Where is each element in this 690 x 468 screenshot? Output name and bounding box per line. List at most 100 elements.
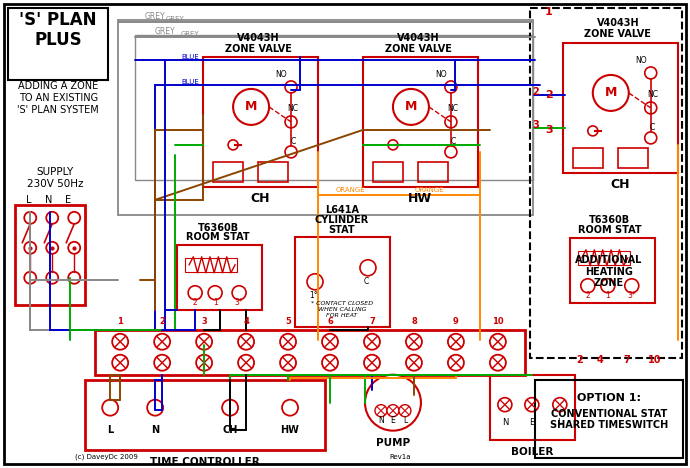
Text: HW: HW (408, 192, 432, 205)
Text: NO: NO (275, 71, 287, 80)
Text: E: E (65, 195, 71, 205)
Text: 'S' PLAN
PLUS: 'S' PLAN PLUS (19, 11, 97, 50)
Circle shape (147, 400, 163, 416)
Circle shape (46, 212, 58, 224)
Circle shape (375, 405, 387, 417)
Text: * CONTACT CLOSED
WHEN CALLING
FOR HEAT: * CONTACT CLOSED WHEN CALLING FOR HEAT (311, 301, 373, 318)
Text: C: C (290, 138, 296, 146)
Circle shape (154, 334, 170, 350)
Text: T6360B: T6360B (589, 215, 631, 225)
Bar (618, 148, 648, 168)
Circle shape (644, 132, 657, 144)
Bar (95, 330, 525, 375)
Text: (c) DaveyDc 2009: (c) DaveyDc 2009 (75, 453, 138, 460)
Text: T6360B: T6360B (197, 223, 239, 233)
Circle shape (365, 375, 421, 431)
Text: M: M (405, 101, 417, 113)
Circle shape (285, 146, 297, 158)
Circle shape (448, 334, 464, 350)
Bar (535, 380, 682, 458)
Circle shape (490, 355, 506, 371)
Circle shape (238, 334, 254, 350)
Circle shape (644, 67, 657, 79)
Text: TIME CONTROLLER: TIME CONTROLLER (150, 457, 260, 467)
Text: N: N (378, 416, 384, 425)
Bar (363, 57, 478, 187)
Circle shape (322, 334, 338, 350)
Circle shape (68, 212, 80, 224)
Circle shape (490, 334, 506, 350)
Text: L: L (107, 424, 113, 435)
Text: L641A: L641A (325, 205, 359, 215)
Text: ZONE VALVE: ZONE VALVE (225, 44, 291, 54)
Text: GREY: GREY (155, 28, 175, 37)
Text: ADDING A ZONE
TO AN EXISTING
'S' PLAN SYSTEM: ADDING A ZONE TO AN EXISTING 'S' PLAN SY… (17, 81, 99, 115)
Circle shape (188, 286, 202, 300)
Text: ROOM STAT: ROOM STAT (578, 225, 642, 235)
Circle shape (644, 102, 657, 114)
Text: 3: 3 (533, 120, 539, 130)
Text: ZONE VALVE: ZONE VALVE (584, 29, 651, 39)
Bar (185, 258, 237, 272)
Text: STAT: STAT (328, 225, 355, 235)
Bar (295, 237, 390, 327)
Text: L: L (26, 195, 31, 205)
Circle shape (68, 242, 80, 254)
Circle shape (445, 81, 457, 93)
Circle shape (399, 405, 411, 417)
Text: CYLINDER: CYLINDER (315, 215, 369, 225)
Text: NO: NO (635, 57, 647, 66)
Text: ADDITIONAL
HEATING
ZONE: ADDITIONAL HEATING ZONE (575, 255, 642, 288)
Text: CH: CH (250, 192, 270, 205)
Text: 1: 1 (213, 298, 217, 307)
Bar (373, 162, 403, 182)
Text: C: C (451, 138, 455, 146)
Bar (85, 380, 325, 450)
Bar (418, 162, 448, 182)
Text: 7: 7 (623, 355, 630, 365)
Bar (258, 162, 288, 182)
Text: ORANGE: ORANGE (415, 187, 445, 193)
Text: 3*: 3* (627, 291, 636, 300)
Text: N: N (151, 424, 159, 435)
Circle shape (24, 242, 37, 254)
Bar (563, 43, 678, 173)
Text: NC: NC (647, 90, 658, 99)
Circle shape (445, 146, 457, 158)
Circle shape (102, 400, 118, 416)
Circle shape (208, 286, 222, 300)
Circle shape (24, 212, 37, 224)
Text: GREY: GREY (166, 16, 184, 22)
Circle shape (238, 355, 254, 371)
Text: NO: NO (435, 71, 446, 80)
Bar (490, 375, 575, 439)
Circle shape (228, 140, 238, 150)
Text: 2: 2 (193, 298, 197, 307)
Circle shape (196, 355, 212, 371)
Circle shape (601, 279, 615, 293)
Text: 1: 1 (117, 317, 123, 326)
Text: BOILER: BOILER (511, 446, 553, 457)
Text: NC: NC (447, 104, 458, 113)
Bar (530, 8, 682, 358)
Text: Rev1a: Rev1a (389, 453, 411, 460)
Text: 1: 1 (545, 7, 553, 17)
Circle shape (448, 355, 464, 371)
Text: NC: NC (288, 104, 299, 113)
Circle shape (196, 334, 212, 350)
Text: ZONE VALVE: ZONE VALVE (384, 44, 451, 54)
Text: 7: 7 (369, 317, 375, 326)
Circle shape (593, 75, 629, 111)
Text: L: L (558, 418, 562, 427)
Circle shape (406, 355, 422, 371)
Text: M: M (245, 101, 257, 113)
Text: E: E (529, 418, 535, 427)
Circle shape (445, 116, 457, 128)
Bar (573, 148, 603, 168)
Text: 2: 2 (533, 87, 539, 97)
Text: 4: 4 (243, 317, 249, 326)
Text: L: L (403, 416, 407, 425)
Text: 2: 2 (576, 355, 583, 365)
Circle shape (624, 279, 639, 293)
Circle shape (525, 398, 539, 412)
